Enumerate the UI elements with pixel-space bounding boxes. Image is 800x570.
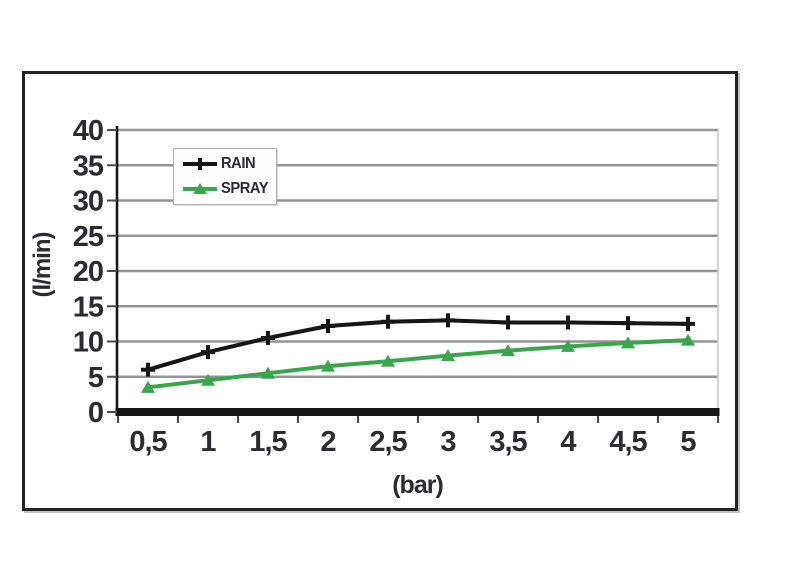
- x-axis-tick-label: 3,5: [489, 426, 527, 458]
- spray-marker: [261, 366, 275, 379]
- spray-marker: [561, 339, 575, 352]
- y-axis-tick-label: 0: [88, 397, 103, 429]
- spray-legend-marker-icon: [183, 183, 217, 194]
- y-axis-tick-label: 5: [88, 362, 104, 394]
- spray-marker: [621, 336, 635, 349]
- spray-marker: [381, 354, 395, 367]
- x-axis-tick-label: 4,5: [609, 426, 647, 458]
- rain-legend-marker-icon: [183, 158, 217, 170]
- y-axis-tick-label: 40: [73, 115, 103, 147]
- y-axis-tick-label: 15: [73, 291, 104, 323]
- spray-marker: [321, 359, 335, 372]
- x-axis-tick-label: 0,5: [129, 426, 167, 458]
- y-axis-title: (l/min): [29, 233, 56, 298]
- x-axis-tick-label: 5: [680, 426, 696, 458]
- legend-label-rain: RAIN: [221, 155, 256, 172]
- x-axis-tick-label: 4: [560, 426, 576, 458]
- rain-series-line: [146, 318, 690, 372]
- legend-item-rain: RAIN: [181, 153, 276, 175]
- spray-series-line: [146, 338, 690, 390]
- y-axis-tick-label: 35: [73, 150, 104, 182]
- legend-item-spray: SPRAY: [181, 178, 276, 200]
- legend-label-spray: SPRAY: [221, 180, 269, 197]
- x-axis-tick-label: 1: [200, 426, 216, 458]
- y-axis-tick-label: 25: [73, 221, 104, 253]
- x-axis-tick-label: 3: [440, 426, 456, 458]
- chart-figure: 0 5 10 15 20 25 30 35 40 0,5 1 1,5 2 2,5 3 3,5 4 4,5 5 (bar…: [22, 71, 738, 511]
- spray-marker: [501, 344, 515, 357]
- spray-marker: [201, 373, 215, 386]
- x-axis-tick-label: 1,5: [249, 426, 287, 458]
- spray-marker: [141, 380, 155, 393]
- y-axis-tick-label: 20: [73, 256, 103, 288]
- spray-marker: [441, 349, 455, 362]
- y-axis-tick-label: 30: [73, 186, 103, 218]
- x-axis-title: (bar): [392, 471, 443, 499]
- x-axis-tick-label: 2,5: [369, 426, 407, 458]
- x-axis-line: [115, 408, 720, 416]
- y-axis-tick-label: 10: [73, 327, 103, 359]
- spray-marker: [681, 333, 695, 346]
- chart-legend: RAIN SPRAY: [173, 148, 277, 205]
- x-axis-tick-label: 2: [320, 426, 335, 458]
